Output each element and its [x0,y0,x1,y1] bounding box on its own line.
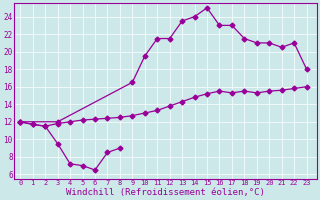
X-axis label: Windchill (Refroidissement éolien,°C): Windchill (Refroidissement éolien,°C) [66,188,265,197]
